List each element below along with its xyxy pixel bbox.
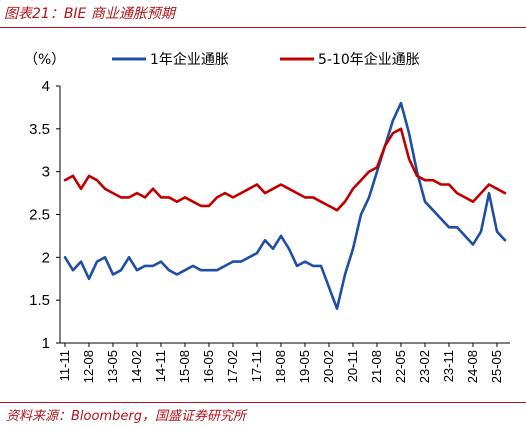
series-layer <box>63 101 507 310</box>
legend: 1年企业通胀 5-10年企业通胀 <box>112 51 420 68</box>
x-tick-label: 20-02 <box>321 350 336 383</box>
legend-label-2: 5-10年企业通胀 <box>318 51 420 68</box>
source-divider <box>0 402 526 403</box>
x-tick-label: 24-08 <box>465 350 480 383</box>
series-line-2 <box>63 127 507 212</box>
x-tick-label: 14-11 <box>153 350 168 382</box>
x-tick-label: 18-08 <box>273 350 288 383</box>
x-tick-label: 25-05 <box>489 350 504 383</box>
chart-title: 图表21：BIE 商业通胀预期 <box>4 6 175 22</box>
x-tick-label: 23-02 <box>417 350 432 383</box>
x-tick-label: 23-11 <box>441 350 456 382</box>
y-tick-label: 4 <box>42 78 50 95</box>
y-tick-label: 3.5 <box>29 121 50 138</box>
y-tick-label: 1 <box>42 335 50 352</box>
x-tick-label: 15-08 <box>177 350 192 383</box>
x-tick-label: 17-11 <box>249 350 264 382</box>
legend-label-1: 1年企业通胀 <box>150 51 229 68</box>
y-tick-label: 1.5 <box>29 292 50 309</box>
y-axis-unit: （%） <box>24 52 65 68</box>
x-tick-label: 17-02 <box>225 350 240 383</box>
chart: 1 1.5 2 2.5 3 3.5 4 11-11 12-08 13-05 14-02 14-11 15… <box>24 51 510 383</box>
x-tick-label: 13-05 <box>105 350 120 383</box>
y-tick-label: 2.5 <box>29 207 50 224</box>
title-divider <box>0 27 526 28</box>
x-tick-label: 14-02 <box>129 350 144 383</box>
x-tick-label: 19-05 <box>297 350 312 383</box>
series-line-1 <box>63 101 507 310</box>
x-tick-label: 21-08 <box>369 350 384 383</box>
x-tick-label: 16-05 <box>201 350 216 383</box>
axes: 1 1.5 2 2.5 3 3.5 4 11-11 12-08 13-05 14-02 14-11 15… <box>29 78 510 383</box>
x-tick-label: 12-08 <box>81 350 96 383</box>
y-tick-label: 3 <box>42 164 50 181</box>
x-tick-label: 20-11 <box>345 350 360 382</box>
y-tick-label: 2 <box>42 249 50 266</box>
source-note: 资料来源：Bloomberg，国盛证券研究所 <box>6 409 246 424</box>
x-tick-label: 22-05 <box>393 350 408 383</box>
x-tick-label: 11-11 <box>57 350 72 381</box>
